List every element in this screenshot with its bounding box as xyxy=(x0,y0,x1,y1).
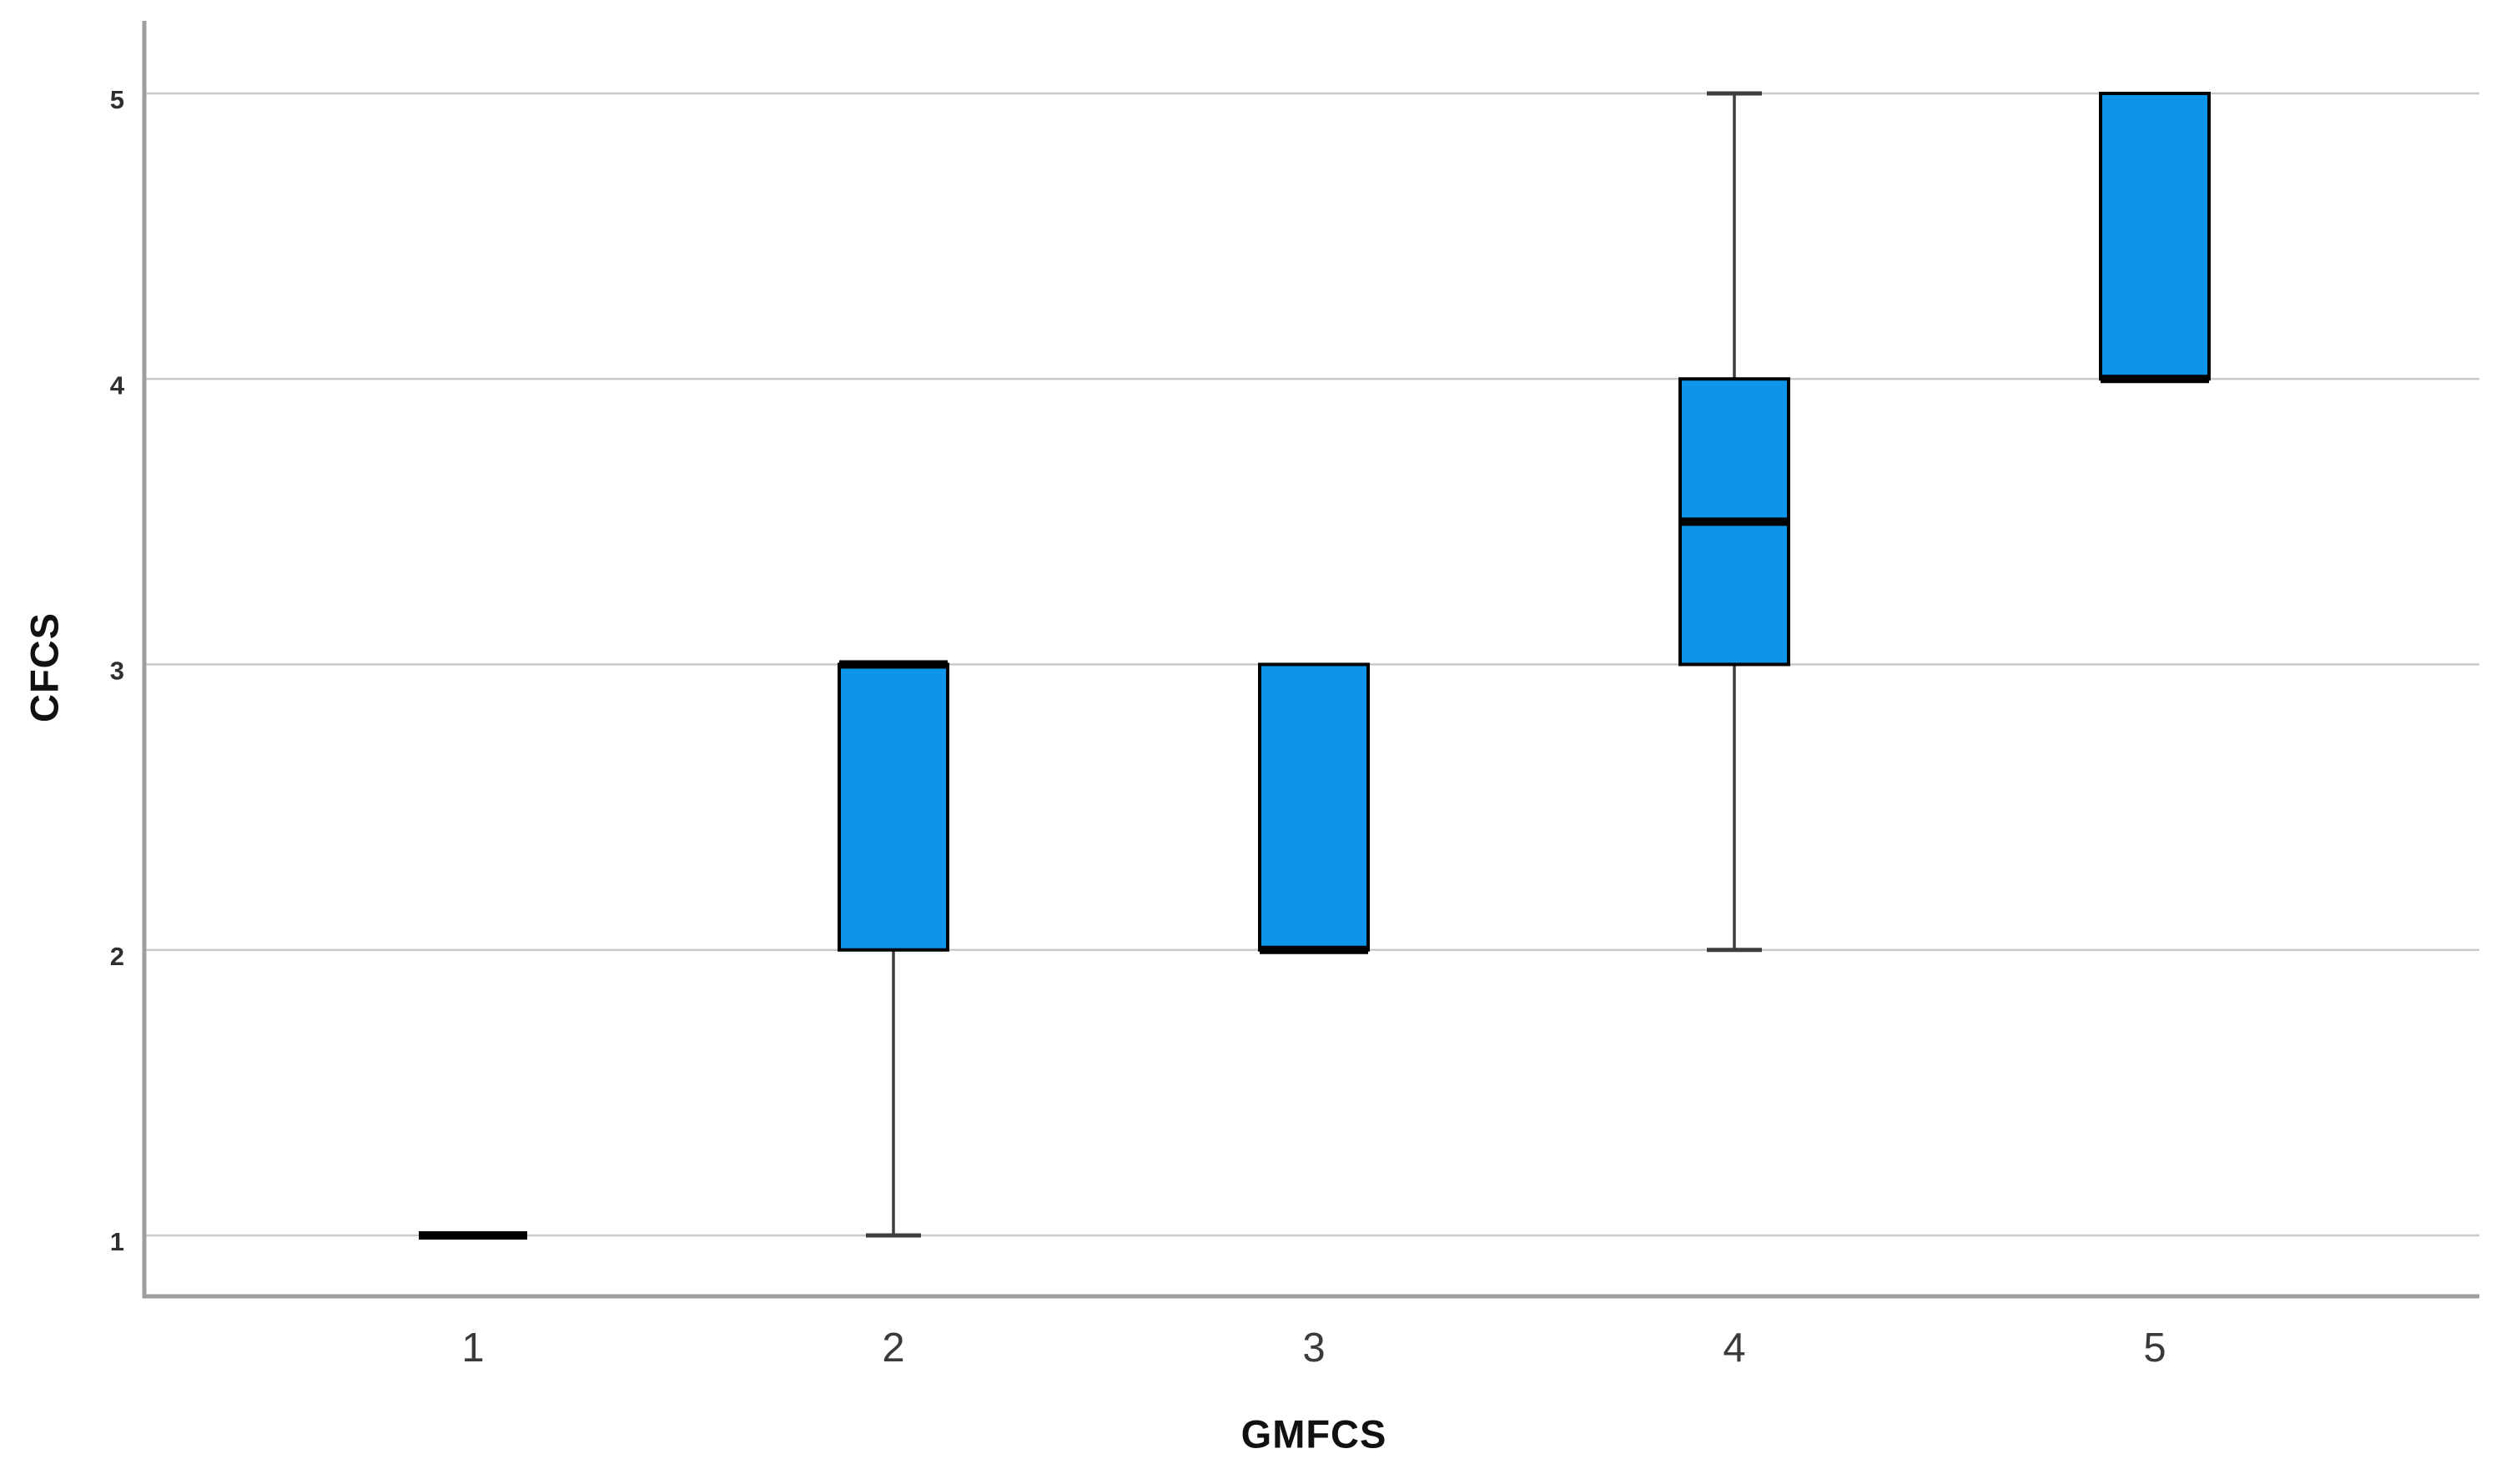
box-group-5 xyxy=(2099,92,2211,384)
y-tick-label-1: 1 xyxy=(110,1227,124,1256)
x-tick-label-1: 1 xyxy=(461,1326,484,1371)
box-group-3 xyxy=(1258,662,1370,954)
median-line-2 xyxy=(839,660,948,669)
y-axis-title: CFCS xyxy=(22,612,67,722)
box-group-1 xyxy=(419,1231,527,1240)
median-line-3 xyxy=(1260,945,1368,954)
x-tick-label-2: 2 xyxy=(882,1326,904,1371)
y-tick-label-2: 2 xyxy=(110,942,124,971)
iqr-box-2 xyxy=(838,662,949,952)
median-line-4 xyxy=(1680,517,1789,526)
box-group-4 xyxy=(1678,91,1790,953)
median-line-1 xyxy=(419,1231,527,1240)
x-axis-title: GMFCS xyxy=(1240,1411,1387,1456)
iqr-box-5 xyxy=(2099,92,2211,381)
x-tick-label-5: 5 xyxy=(2143,1326,2166,1371)
x-tick-label-3: 3 xyxy=(1302,1326,1325,1371)
y-tick-label-5: 5 xyxy=(110,85,124,114)
x-tick-label-4: 4 xyxy=(1723,1326,1745,1371)
box-group-2 xyxy=(838,660,949,1238)
iqr-box-3 xyxy=(1258,662,1370,952)
y-tick-label-3: 3 xyxy=(110,656,124,686)
median-line-5 xyxy=(2101,375,2209,384)
y-tick-label-4: 4 xyxy=(110,370,125,400)
